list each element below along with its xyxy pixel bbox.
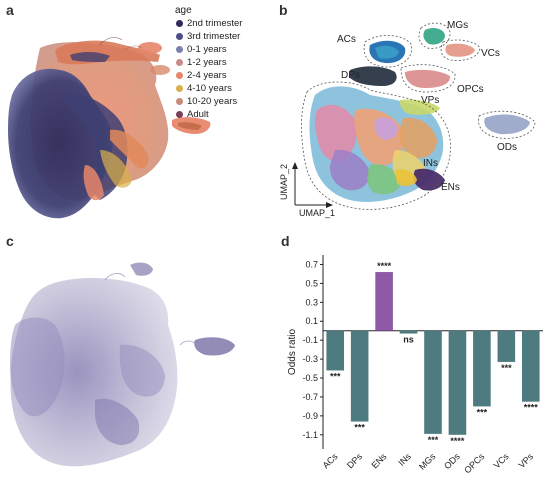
legend-item-1-2-years: 1-2 years (176, 57, 227, 68)
legend-title: age (175, 5, 192, 16)
umap-x-label: UMAP_1 (299, 208, 335, 218)
bar-ens (375, 272, 393, 331)
legend-swatch (176, 45, 183, 53)
legend-item-10-20-years: 10-20 years (176, 96, 237, 107)
y-tick-label: -0.3 (302, 354, 318, 364)
legend-label: 1-2 years (187, 57, 227, 68)
umap-axes (292, 162, 333, 208)
significance-label: *** (330, 371, 341, 381)
bar-ods (448, 330, 467, 435)
legend-swatch (176, 97, 183, 105)
bar-acs (326, 330, 345, 371)
x-tick-label: ENs (369, 451, 388, 470)
legend-swatch (176, 71, 183, 79)
bar-vcs (497, 330, 516, 362)
umap-y-label: UMAP_2 (279, 164, 289, 200)
cluster-label-ins: INs (423, 158, 438, 169)
bar-ins (399, 330, 418, 334)
x-tick-label: OPCs (462, 451, 486, 475)
x-tick-label: VCs (492, 451, 511, 470)
cluster-label-dps: DPs (341, 70, 360, 81)
y-tick-label: -0.9 (302, 411, 318, 421)
legend-label: 2nd trimester (187, 18, 243, 29)
panel-c-umap-density: c (0, 233, 275, 487)
legend-swatch (176, 58, 183, 66)
cluster-label-opcs: OPCs (457, 84, 484, 95)
legend-item-0-1-years: 0-1 years (176, 44, 227, 55)
umap-cluster-plot: UMAP_2 UMAP_1 ACs MGs VCs OPCs DPs VPs O… (279, 20, 536, 218)
cluster-label-ens: ENs (441, 182, 460, 193)
cluster-label-mgs: MGs (447, 20, 468, 31)
umap-age-plot (8, 37, 211, 219)
odds-ratio-bar-chart: Odds ratio 0.7 0.5 0.3 0.1 -0.1 -0.3 -0.5 -0.7 -… (287, 255, 543, 475)
significance-label: *** (501, 363, 512, 373)
legend-swatch (176, 84, 183, 92)
bars: **********ns*** ************** (326, 261, 540, 446)
bar-dps (350, 330, 369, 422)
panel-b-letter: b (279, 2, 288, 18)
panel-b-umap-by-cluster: b (275, 0, 550, 235)
cluster-label-ods: ODs (497, 142, 517, 153)
bar-opcs (473, 330, 491, 407)
x-tick-label: ODs (442, 451, 462, 471)
umap-density-plot (10, 262, 235, 467)
bar-mgs (424, 330, 442, 434)
legend-item-adult: Adult (176, 109, 209, 120)
panel-a-letter: a (6, 2, 14, 18)
bar-vps (521, 330, 540, 402)
significance-label: **** (524, 403, 539, 413)
y-tick-label: 0.7 (305, 259, 318, 269)
y-tick-label: -0.7 (302, 392, 318, 402)
x-tick-label: VPs (516, 451, 535, 470)
legend-label: 3rd trimester (187, 31, 241, 42)
legend-swatch (176, 110, 183, 118)
legend-label: Adult (187, 109, 209, 120)
umap-y-arrowhead (292, 162, 298, 169)
cluster-label-acs: ACs (337, 34, 356, 45)
x-tick-label: DPs (345, 451, 364, 470)
cluster-label-vps: VPs (421, 95, 439, 106)
legend-item-3rd-trimester: 3rd trimester (176, 31, 240, 42)
x-tick-label: INs (396, 451, 413, 468)
legend-label: 2-4 years (187, 70, 227, 81)
legend-item-2-4-years: 2-4 years (176, 70, 227, 81)
umap-x-arrowhead (326, 202, 333, 208)
significance-label: *** (477, 407, 488, 417)
y-tick-label: 0.3 (305, 297, 318, 307)
panel-c-letter: c (6, 233, 14, 249)
y-tick-label: -0.5 (302, 373, 318, 383)
panel-a-umap-by-age: a (0, 0, 275, 235)
significance-label: ns (403, 335, 414, 345)
significance-label: *** (354, 423, 365, 433)
legend-item-4-10-years: 4-10 years (176, 83, 232, 94)
y-tick-label: -1.1 (302, 430, 318, 440)
significance-label: *** (428, 435, 439, 445)
legend-swatch (176, 32, 183, 40)
cluster-label-vcs: VCs (481, 48, 500, 59)
legend-label: 4-10 years (187, 83, 232, 94)
panel-d-odds-ratio-chart: d Odds ratio 0.7 0.5 0.3 0.1 -0.1 -0.3 -0.5 -0.… (275, 233, 550, 487)
x-tick-label: MGs (417, 451, 438, 472)
legend-label: 0-1 years (187, 44, 227, 55)
x-ticks: ACs DPs ENs INs MGs ODs OPCs VCs VPs (321, 451, 536, 475)
y-tick-label: -0.1 (302, 335, 318, 345)
significance-label: **** (450, 436, 465, 446)
legend-swatch (176, 19, 183, 27)
y-tick-label: 0.1 (305, 316, 318, 326)
panel-d-letter: d (281, 233, 290, 249)
legend-item-2nd-trimester: 2nd trimester (176, 18, 242, 29)
significance-label: **** (377, 261, 392, 271)
y-ticks: 0.7 0.5 0.3 0.1 -0.1 -0.3 -0.5 -0.7 -0.9 -1.1 (302, 259, 323, 440)
y-tick-label: 0.5 (305, 278, 318, 288)
y-axis-label: Odds ratio (287, 328, 298, 375)
x-tick-label: ACs (321, 451, 340, 470)
legend-label: 10-20 years (187, 96, 238, 107)
